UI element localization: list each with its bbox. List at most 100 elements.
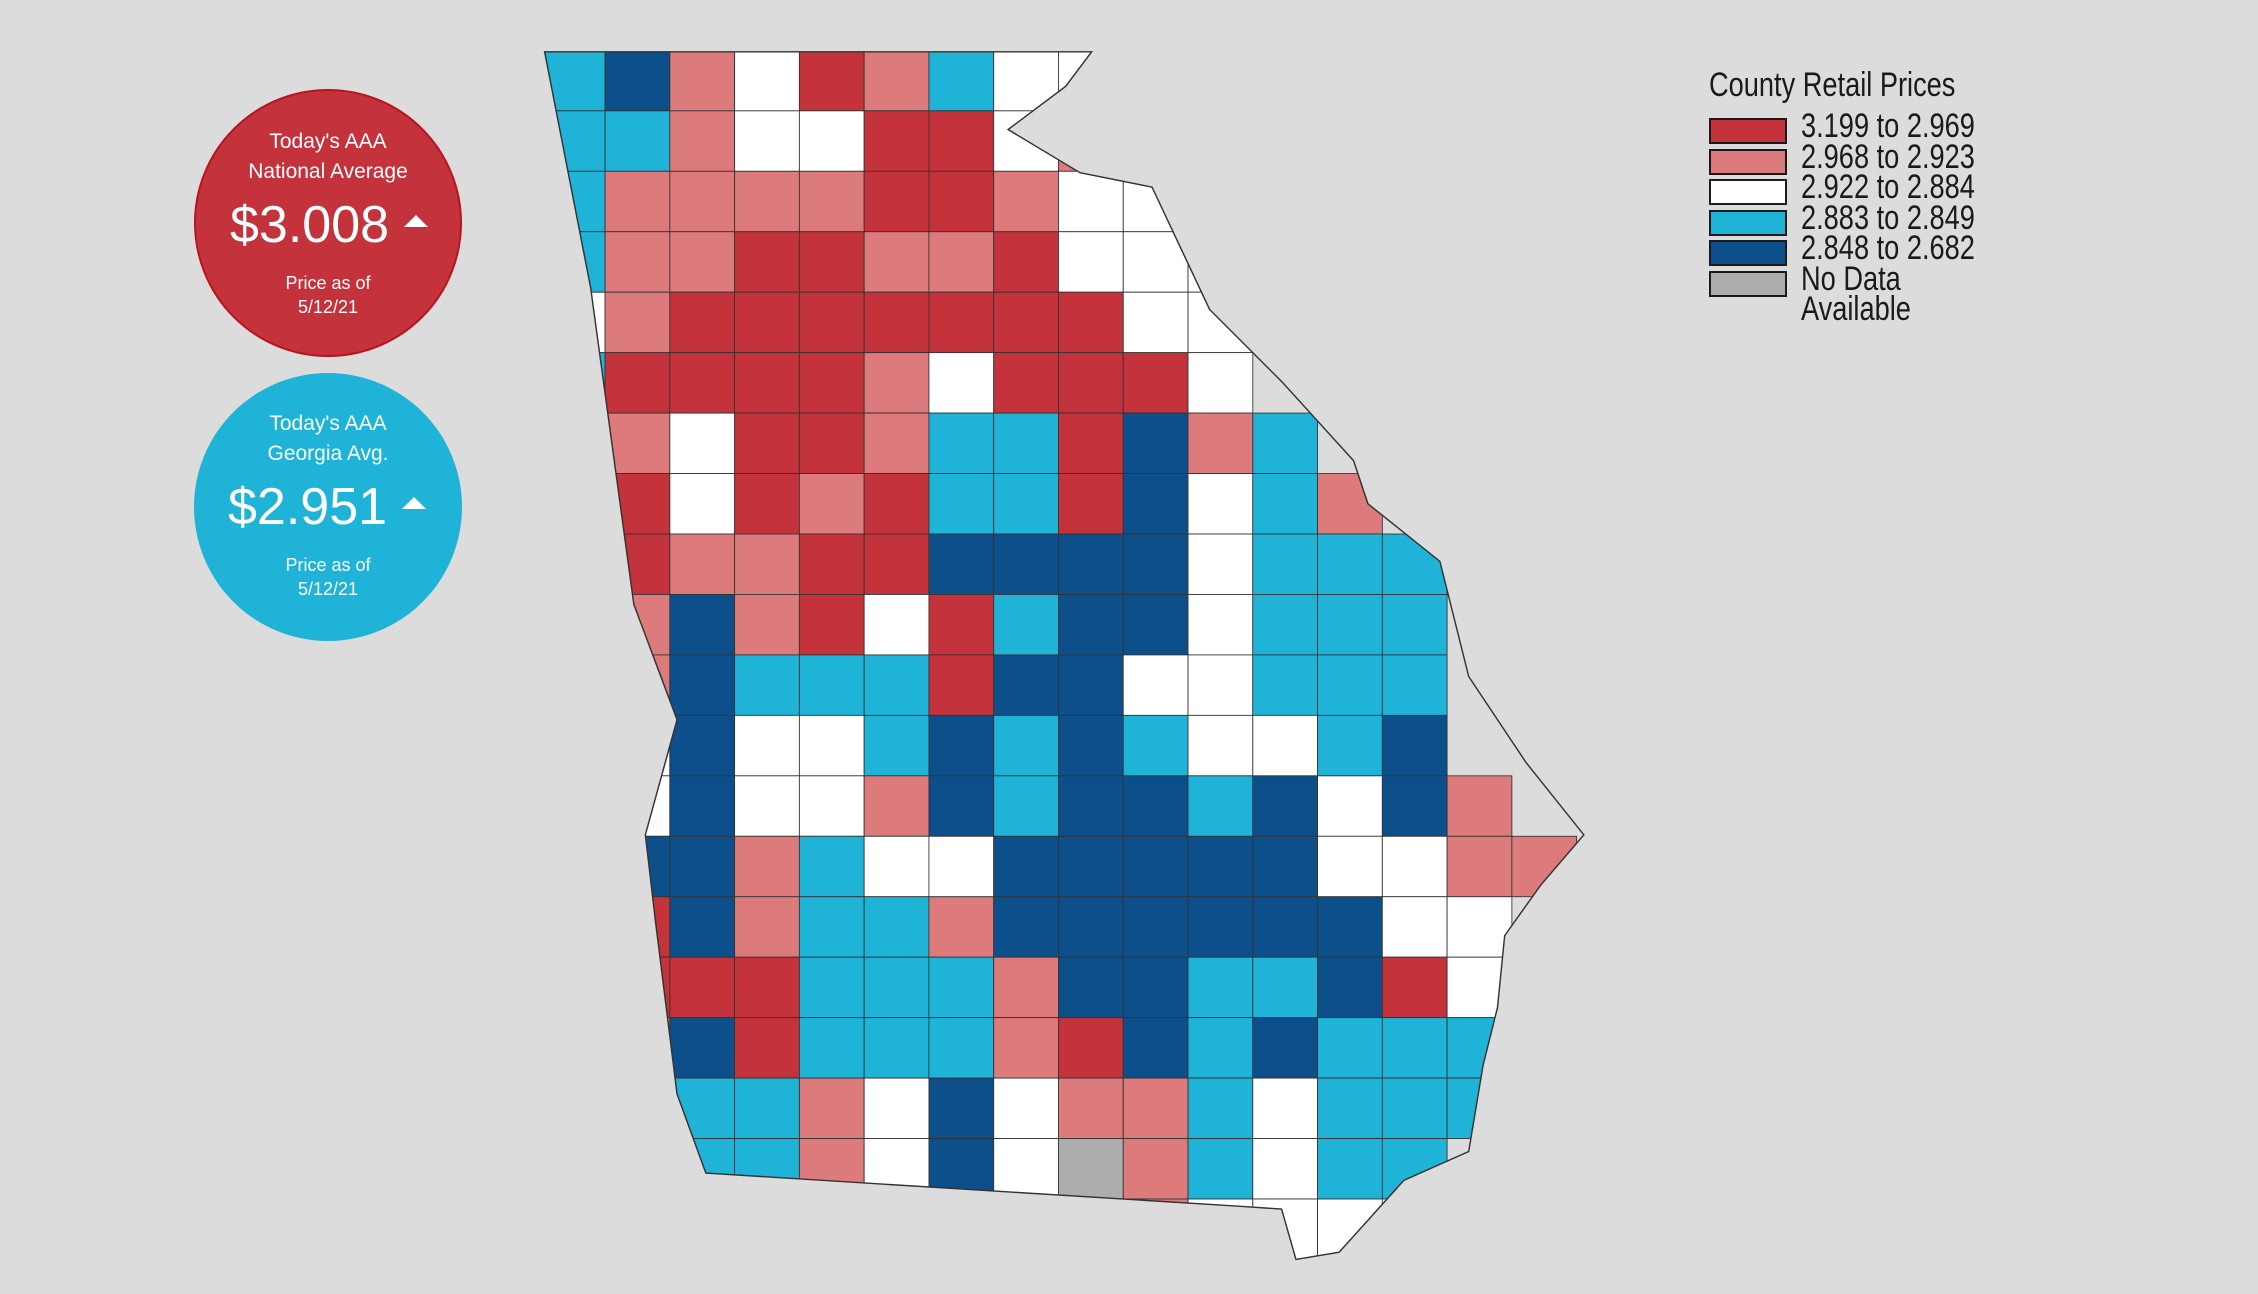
county-region	[993, 714, 1059, 777]
county-region	[863, 231, 930, 293]
county-region	[993, 231, 1059, 293]
legend-item: 2.848 to 2.682	[1709, 231, 2017, 268]
county-region	[928, 775, 995, 837]
county-region	[1381, 654, 1448, 716]
county-region	[1511, 835, 1578, 898]
date-value: 5/12/21	[297, 579, 359, 599]
county-region	[1252, 1077, 1318, 1139]
county-region	[1187, 775, 1254, 837]
county-region	[734, 231, 800, 293]
county-region	[1058, 654, 1124, 716]
legend-label-text: 2.968 to 2.923	[1801, 137, 1975, 176]
county-region	[604, 1138, 671, 1200]
county-region	[1058, 170, 1124, 233]
county-region	[1122, 1077, 1189, 1139]
county-region	[798, 473, 865, 535]
legend-item: 2.922 to 2.884	[1709, 170, 2017, 207]
county-region	[669, 291, 736, 354]
county-region	[993, 654, 1059, 716]
county-region	[734, 473, 800, 535]
county-region	[1252, 594, 1318, 656]
legend-label: 2.848 to 2.682	[1801, 231, 1975, 265]
legend-swatch	[1709, 118, 1787, 144]
county-region	[1252, 1017, 1318, 1079]
county-region	[1252, 835, 1318, 898]
county-region	[734, 1077, 800, 1139]
county-region	[863, 956, 930, 1019]
county-region	[863, 170, 930, 233]
county-region	[1187, 1198, 1254, 1260]
trend-up-icon	[402, 497, 426, 509]
legend-label: 2.968 to 2.923	[1801, 137, 1975, 176]
county-region	[1252, 473, 1318, 535]
date-label: Price as of	[285, 273, 371, 293]
county-region	[928, 291, 995, 354]
county-regions	[544, 51, 1578, 1260]
county-region	[544, 533, 606, 595]
county-region	[604, 291, 671, 354]
county-region	[798, 956, 865, 1019]
county-region	[1058, 896, 1124, 958]
county-region	[669, 51, 736, 112]
county-region	[1317, 473, 1383, 535]
legend-item: 3.199 to 2.969	[1709, 109, 2017, 146]
county-region	[863, 110, 930, 172]
county-region	[863, 896, 930, 958]
county-region	[993, 412, 1059, 474]
county-region	[863, 835, 930, 898]
county-region	[798, 533, 865, 595]
county-region	[669, 412, 736, 474]
county-region	[1187, 896, 1254, 958]
county-region	[1317, 775, 1383, 837]
legend-swatch	[1709, 209, 1787, 236]
county-region	[604, 231, 671, 293]
title-line: Today's AAA	[269, 130, 387, 153]
county-region	[1446, 1017, 1513, 1079]
title-line: Today's AAA	[269, 412, 387, 435]
county-region	[1058, 352, 1124, 414]
legend-label: 3.199 to 2.969	[1801, 109, 1975, 143]
county-region	[1317, 1077, 1383, 1139]
county-region	[734, 352, 800, 414]
county-region	[1317, 1198, 1383, 1260]
county-region	[863, 714, 930, 777]
county-region	[544, 1077, 606, 1139]
county-region	[863, 775, 930, 837]
county-region	[928, 1198, 995, 1260]
county-region	[1187, 352, 1254, 414]
date-label: Price as of	[285, 555, 371, 575]
county-region	[993, 533, 1059, 595]
county-region	[1252, 896, 1318, 958]
county-region	[1317, 956, 1383, 1019]
national-average-price: $3.008	[230, 196, 390, 254]
county-region	[734, 412, 800, 474]
county-region	[604, 835, 671, 898]
county-region	[1058, 231, 1124, 293]
county-region	[734, 1198, 800, 1260]
county-region	[993, 1138, 1059, 1200]
county-region	[993, 896, 1059, 958]
county-region	[798, 170, 865, 233]
date-value: 5/12/21	[297, 297, 359, 317]
county-region	[993, 1017, 1059, 1079]
county-region	[928, 412, 995, 474]
county-region	[1317, 594, 1383, 656]
county-region	[1252, 714, 1318, 777]
county-region	[1317, 654, 1383, 716]
county-region	[863, 1017, 930, 1079]
county-region	[1122, 170, 1189, 233]
county-region	[993, 956, 1059, 1019]
county-region	[544, 473, 606, 535]
legend-label-text: 2.922 to 2.884	[1801, 168, 1975, 206]
county-region	[669, 1017, 736, 1079]
county-region	[1381, 1077, 1448, 1139]
county-region	[544, 594, 606, 656]
county-region	[993, 291, 1059, 354]
county-region	[928, 896, 995, 958]
county-region	[604, 1017, 671, 1079]
county-region	[544, 170, 606, 233]
county-region	[1317, 896, 1383, 958]
county-region	[1058, 533, 1124, 595]
county-region	[669, 896, 736, 958]
